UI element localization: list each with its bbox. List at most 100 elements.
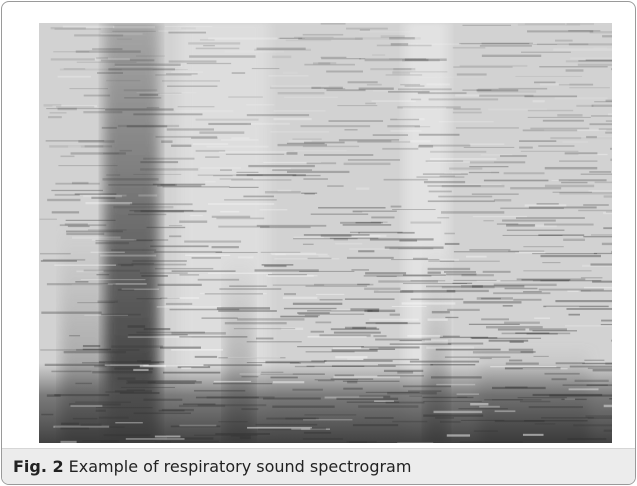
streak (95, 241, 129, 245)
streak (430, 376, 482, 379)
streak (285, 39, 332, 42)
streak (502, 219, 556, 222)
streak (51, 211, 80, 214)
streak (137, 360, 152, 363)
streak (387, 391, 437, 395)
streak (47, 198, 81, 202)
streak (526, 332, 558, 335)
streak (136, 331, 205, 334)
streak (140, 168, 199, 171)
streak (546, 306, 580, 308)
streak (364, 58, 429, 62)
streak (476, 297, 513, 300)
streak (397, 118, 425, 121)
streak (117, 263, 187, 266)
streak (452, 111, 482, 114)
streak (298, 313, 365, 315)
streak (517, 23, 581, 26)
streak (246, 362, 300, 364)
streak (365, 102, 376, 105)
streak (330, 328, 380, 331)
streak (328, 120, 384, 122)
streak (423, 400, 482, 403)
streak (115, 422, 143, 424)
streak (330, 378, 374, 380)
streak (444, 242, 460, 245)
streak (191, 137, 218, 139)
streak (189, 55, 256, 58)
streak (402, 59, 440, 62)
streak (365, 322, 408, 325)
streak (306, 365, 365, 367)
streak (527, 116, 591, 118)
streak (580, 290, 612, 292)
streak (114, 390, 152, 393)
streak (117, 377, 136, 380)
streak (455, 94, 480, 97)
streak (147, 381, 202, 384)
streak (493, 199, 512, 202)
streak (106, 79, 141, 82)
streak (352, 210, 397, 213)
streak (100, 440, 120, 443)
streak (83, 111, 123, 114)
streak (479, 357, 492, 360)
streak (468, 323, 520, 325)
streak (431, 310, 450, 314)
streak (603, 404, 612, 408)
streak (302, 243, 314, 245)
streak (46, 283, 116, 286)
streak (578, 153, 608, 156)
streak (129, 203, 193, 206)
streak (111, 249, 157, 251)
streak (271, 253, 328, 256)
streak (428, 260, 455, 262)
streak (363, 358, 420, 361)
streak (492, 386, 546, 390)
streak (82, 361, 106, 364)
streak (561, 398, 587, 401)
streak (427, 318, 448, 321)
streak (216, 307, 271, 310)
streak (479, 94, 534, 97)
streak (53, 51, 90, 53)
streak (141, 274, 168, 277)
streak (184, 240, 242, 243)
streak (80, 423, 102, 427)
streak (344, 298, 395, 300)
streak (317, 380, 335, 382)
spectrogram-image (39, 23, 612, 443)
streak (544, 129, 607, 132)
streak (565, 60, 612, 63)
streak (477, 88, 499, 91)
streak (397, 442, 434, 443)
streak (218, 310, 277, 312)
streak (204, 293, 263, 295)
streak (533, 43, 558, 46)
streak (161, 440, 219, 442)
streak (65, 219, 116, 222)
streak (170, 425, 221, 428)
streak (470, 402, 489, 406)
streak (585, 415, 612, 418)
streak (536, 43, 589, 46)
streak (372, 54, 386, 56)
streak (84, 145, 113, 148)
streak (508, 348, 534, 351)
low-frequency-band (39, 363, 612, 443)
streak (453, 108, 481, 111)
streak (282, 296, 318, 299)
streak (87, 229, 127, 231)
streak (96, 273, 110, 276)
streak (479, 405, 500, 408)
streak (581, 136, 612, 140)
streak (216, 217, 265, 220)
streak (311, 86, 343, 89)
streak (591, 104, 612, 107)
streak (302, 438, 343, 440)
streak (459, 64, 528, 67)
streak (346, 401, 400, 403)
streak (481, 54, 542, 57)
streak (243, 195, 274, 198)
streak (534, 317, 551, 320)
